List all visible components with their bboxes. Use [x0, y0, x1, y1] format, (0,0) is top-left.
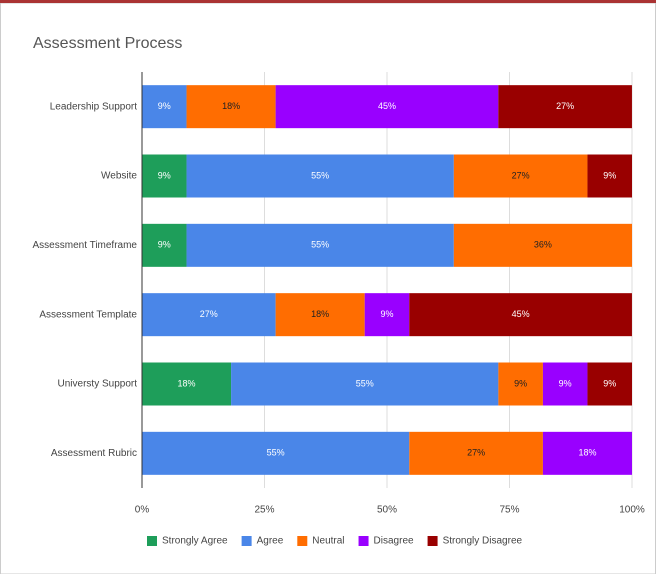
- y-tick-label: Universty Support: [58, 379, 138, 390]
- legend-label: Strongly Disagree: [443, 536, 523, 547]
- bar-segment: [542, 431, 632, 475]
- bar-segment: [409, 293, 632, 337]
- bar-segment: [142, 154, 187, 198]
- data-label: 9%: [514, 378, 527, 388]
- y-tick-label: Website: [101, 171, 137, 182]
- data-label: 18%: [178, 378, 196, 388]
- data-label: 27%: [556, 101, 574, 111]
- top-border: [0, 0, 656, 3]
- data-label: 9%: [603, 378, 616, 388]
- bar-segment: [275, 293, 365, 337]
- bar-segment: [498, 85, 632, 129]
- y-tick-label: Assessment Rubric: [51, 448, 137, 459]
- x-tick-label: 75%: [499, 505, 519, 516]
- data-label: 18%: [311, 309, 329, 319]
- y-tick-label: Assessment Timeframe: [33, 240, 138, 251]
- x-tick-label: 50%: [377, 505, 397, 516]
- data-label: 36%: [534, 240, 552, 250]
- y-tick-label: Assessment Template: [39, 309, 137, 320]
- x-tick-label: 25%: [254, 505, 274, 516]
- data-label: 55%: [311, 170, 329, 180]
- bar-segment: [142, 293, 276, 337]
- bar-segment: [186, 85, 276, 129]
- bar-segment: [587, 154, 632, 198]
- data-label: 9%: [158, 101, 171, 111]
- x-tick-label: 100%: [619, 505, 645, 516]
- y-tick-label: Leadership Support: [50, 101, 138, 112]
- bar-segment: [275, 85, 499, 129]
- bar-segment: [453, 223, 632, 267]
- data-label: 9%: [603, 170, 616, 180]
- data-label: 55%: [311, 240, 329, 250]
- data-label: 55%: [356, 378, 374, 388]
- bar-segment: [142, 431, 410, 475]
- legend-label: Agree: [257, 536, 284, 547]
- data-label: 18%: [222, 101, 240, 111]
- data-label: 55%: [267, 448, 285, 458]
- data-label: 45%: [512, 309, 530, 319]
- bar-segment: [409, 431, 543, 475]
- legend-swatch: [427, 536, 438, 546]
- data-label: 9%: [158, 170, 171, 180]
- bar-segment: [542, 362, 588, 406]
- data-label: 18%: [578, 448, 596, 458]
- x-tick-label: 0%: [135, 505, 150, 516]
- data-label: 9%: [158, 240, 171, 250]
- bar-segment: [453, 154, 588, 198]
- legend-label: Neutral: [312, 536, 344, 547]
- legend-swatch: [147, 536, 157, 546]
- bar-segment: [498, 362, 543, 406]
- bar-segment: [142, 85, 187, 129]
- bar-segment: [186, 154, 454, 198]
- bar-segment: [364, 293, 410, 337]
- data-label: 27%: [512, 170, 530, 180]
- chart-title: Assessment Process: [33, 35, 182, 52]
- data-label: 27%: [200, 309, 218, 319]
- legend-label: Strongly Agree: [162, 536, 228, 547]
- data-label: 27%: [467, 448, 485, 458]
- legend-swatch: [241, 536, 252, 546]
- legend-label: Disagree: [374, 536, 414, 547]
- bar-segment: [587, 362, 632, 406]
- data-label: 9%: [559, 378, 572, 388]
- legend-swatch: [358, 536, 369, 546]
- bar-segment: [231, 362, 499, 406]
- bar-segment: [142, 362, 232, 406]
- data-label: 9%: [380, 309, 393, 319]
- bar-segment: [142, 223, 187, 267]
- legend-swatch: [297, 536, 308, 546]
- bar-segment: [186, 223, 454, 267]
- data-label: 45%: [378, 101, 396, 111]
